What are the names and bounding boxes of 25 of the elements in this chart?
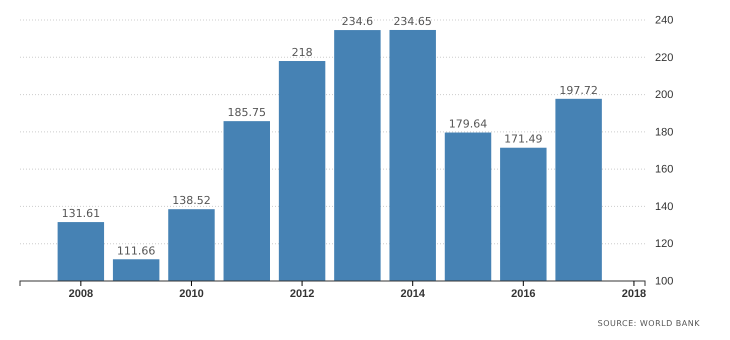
data-label: 138.52 [172,194,211,208]
data-label: 179.64 [448,118,488,131]
x-tick-label: 2008 [68,288,94,300]
data-label: 131.61 [62,207,100,220]
data-label: 234.65 [393,14,432,28]
y-tick-label: 100 [655,276,674,288]
data-label: 234.6 [342,15,374,28]
y-tick-label: 200 [655,89,674,102]
source-note: SOURCE: WORLD BANK [598,319,700,328]
y-tick-label: 220 [655,52,674,64]
y-tick-label: 120 [655,238,674,250]
x-tick-label: 2016 [511,288,536,300]
y-tick-label: 180 [655,126,674,138]
data-label: 218 [292,46,313,60]
x-tick-label: 2012 [290,288,314,300]
x-tick-label: 2010 [179,288,204,300]
data-label: 171.49 [504,132,543,146]
data-label: 111.66 [116,244,156,258]
data-label: 197.72 [559,84,598,97]
data-label: 185.75 [228,106,266,120]
x-tick-label: 2018 [622,288,646,300]
y-tick-label: 160 [655,164,674,176]
y-tick-label: 240 [655,14,674,27]
x-tick-label: 2014 [400,288,426,300]
y-tick-label: 140 [655,200,674,213]
